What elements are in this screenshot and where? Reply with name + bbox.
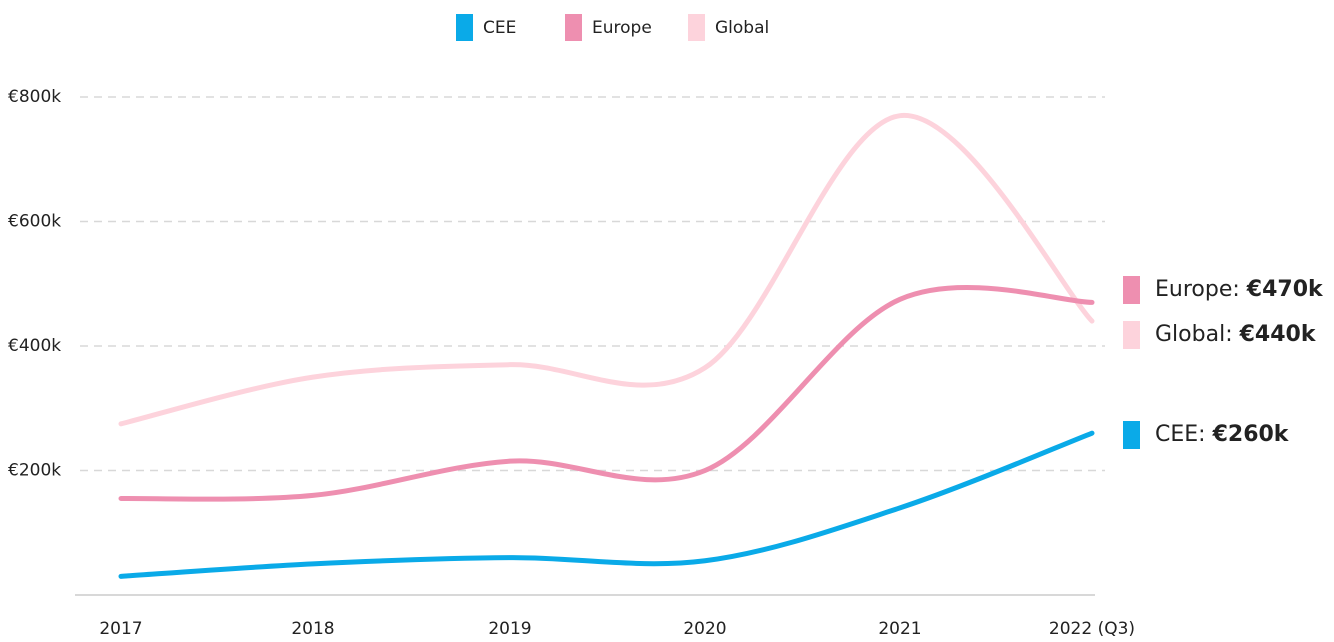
x-tick-label: 2019 <box>488 619 531 638</box>
end-label-sep: : <box>1198 422 1212 447</box>
y-tick-label: €800k <box>8 87 61 107</box>
end-label-value: €260k <box>1212 422 1290 447</box>
legend-label: Global <box>715 18 769 38</box>
end-label-swatch <box>1123 421 1140 449</box>
end-label-name: Europe <box>1155 277 1232 302</box>
x-tick-label: 2022 (Q3) <box>1049 619 1135 638</box>
end-label-name: CEE <box>1155 422 1198 447</box>
legend-label: Europe <box>592 18 652 38</box>
x-tick-label: 2020 <box>683 619 726 638</box>
x-tick-label: 2017 <box>99 619 142 638</box>
end-label-swatch <box>1123 276 1140 304</box>
end-label-name: Global <box>1155 322 1225 347</box>
end-label-value: €440k <box>1239 322 1317 347</box>
y-tick-label: €200k <box>8 461 61 481</box>
x-tick-label: 2021 <box>878 619 921 638</box>
legend-label: CEE <box>483 18 516 38</box>
y-tick-label: €600k <box>8 212 61 232</box>
end-label: Global: €440k <box>1155 322 1317 347</box>
line <box>118 113 1095 427</box>
end-label-sep: : <box>1225 322 1239 347</box>
legend-swatch <box>456 14 473 41</box>
y-tick-label: €400k <box>8 336 61 356</box>
end-label-value: €470k <box>1246 277 1324 302</box>
legend-swatch <box>565 14 582 41</box>
line <box>118 430 1095 579</box>
end-label-swatch <box>1123 321 1140 349</box>
legend-swatch <box>688 14 705 41</box>
end-label: CEE: €260k <box>1155 422 1290 447</box>
end-label: Europe: €470k <box>1155 277 1324 302</box>
x-tick-label: 2018 <box>291 619 334 638</box>
end-label-sep: : <box>1232 277 1246 302</box>
line <box>118 285 1095 502</box>
